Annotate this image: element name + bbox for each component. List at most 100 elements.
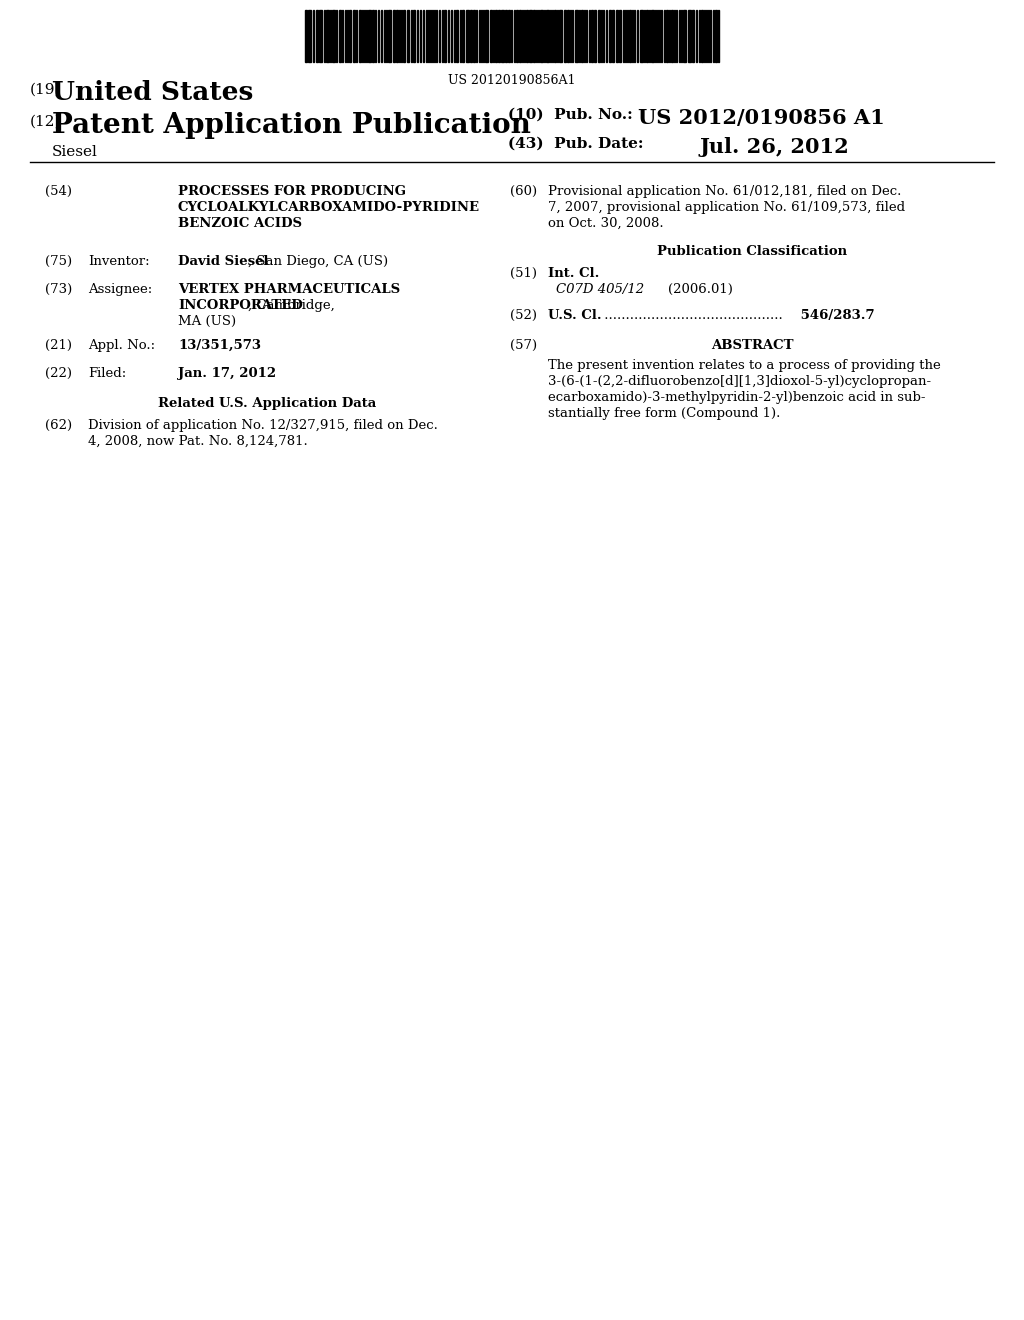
Text: ecarboxamido)-3-methylpyridin-2-yl)benzoic acid in sub-: ecarboxamido)-3-methylpyridin-2-yl)benzo… (548, 391, 926, 404)
Bar (470, 11, 472, 62)
Text: (22): (22) (45, 367, 72, 380)
Text: United States: United States (52, 81, 253, 106)
Bar (609, 11, 611, 62)
Bar (529, 11, 532, 62)
Text: US 2012/0190856 A1: US 2012/0190856 A1 (638, 108, 885, 128)
Text: , Cambridge,: , Cambridge, (248, 300, 335, 312)
Bar (612, 11, 614, 62)
Bar (526, 11, 528, 62)
Bar (444, 11, 446, 62)
Bar (559, 11, 562, 62)
Bar (688, 11, 691, 62)
Bar (534, 11, 535, 62)
Bar (651, 11, 654, 62)
Text: Provisional application No. 61/012,181, filed on Dec.: Provisional application No. 61/012,181, … (548, 185, 901, 198)
Bar (407, 11, 409, 62)
Bar (616, 11, 618, 62)
Text: Assignee:: Assignee: (88, 282, 153, 296)
Text: (43)  Pub. Date:: (43) Pub. Date: (508, 137, 643, 150)
Bar (591, 11, 593, 62)
Text: The present invention relates to a process of providing the: The present invention relates to a proce… (548, 359, 941, 372)
Text: 13/351,573: 13/351,573 (178, 339, 261, 352)
Bar (359, 11, 361, 62)
Bar (540, 11, 543, 62)
Text: (12): (12) (30, 115, 61, 129)
Bar (466, 11, 469, 62)
Bar (618, 11, 621, 62)
Text: (2006.01): (2006.01) (668, 282, 733, 296)
Text: 546/283.7: 546/283.7 (796, 309, 874, 322)
Text: Filed:: Filed: (88, 367, 126, 380)
Text: 7, 2007, provisional application No. 61/109,573, filed: 7, 2007, provisional application No. 61/… (548, 201, 905, 214)
Bar (368, 11, 371, 62)
Text: (52): (52) (510, 309, 537, 322)
Bar (692, 11, 694, 62)
Text: VERTEX PHARMACEUTICALS: VERTEX PHARMACEUTICALS (178, 282, 400, 296)
Bar (666, 11, 668, 62)
Bar (505, 11, 507, 62)
Text: ABSTRACT: ABSTRACT (711, 339, 794, 352)
Bar (498, 11, 500, 62)
Bar (495, 11, 497, 62)
Bar (353, 11, 355, 62)
Bar (683, 11, 686, 62)
Text: C07D 405/12: C07D 405/12 (556, 282, 644, 296)
Bar (519, 11, 521, 62)
Text: US 20120190856A1: US 20120190856A1 (449, 74, 575, 87)
Bar (396, 11, 398, 62)
Bar (508, 11, 510, 62)
Bar (629, 11, 631, 62)
Text: stantially free form (Compound 1).: stantially free form (Compound 1). (548, 407, 780, 420)
Text: Siesel: Siesel (52, 145, 98, 158)
Bar (456, 11, 458, 62)
Bar (581, 11, 583, 62)
Bar (501, 11, 504, 62)
Bar (349, 11, 351, 62)
Text: 3-(6-(1-(2,2-difluorobenzo[d][1,3]dioxol-5-yl)cyclopropan-: 3-(6-(1-(2,2-difluorobenzo[d][1,3]dioxol… (548, 375, 931, 388)
Bar (671, 11, 673, 62)
Bar (594, 11, 596, 62)
Text: (54): (54) (45, 185, 72, 198)
Text: , San Diego, CA (US): , San Diego, CA (US) (248, 255, 388, 268)
Bar (640, 11, 643, 62)
Bar (564, 11, 566, 62)
Text: Division of application No. 12/327,915, filed on Dec.: Division of application No. 12/327,915, … (88, 418, 438, 432)
Text: (73): (73) (45, 282, 73, 296)
Bar (701, 11, 703, 62)
Bar (485, 11, 488, 62)
Bar (413, 11, 415, 62)
Text: (51): (51) (510, 267, 537, 280)
Text: (57): (57) (510, 339, 538, 352)
Text: INCORPORATED: INCORPORATED (178, 300, 303, 312)
Text: (21): (21) (45, 339, 72, 352)
Bar (546, 11, 549, 62)
Text: Jul. 26, 2012: Jul. 26, 2012 (700, 137, 850, 157)
Text: Appl. No.:: Appl. No.: (88, 339, 155, 352)
Text: Publication Classification: Publication Classification (657, 246, 847, 257)
Text: BENZOIC ACIDS: BENZOIC ACIDS (178, 216, 302, 230)
Bar (308, 11, 311, 62)
Bar (393, 11, 395, 62)
Bar (339, 11, 341, 62)
Bar (326, 11, 329, 62)
Bar (646, 11, 648, 62)
Bar (462, 11, 464, 62)
Text: Patent Application Publication: Patent Application Publication (52, 112, 530, 139)
Text: Jan. 17, 2012: Jan. 17, 2012 (178, 367, 276, 380)
Text: (60): (60) (510, 185, 538, 198)
Bar (567, 11, 569, 62)
Text: MA (US): MA (US) (178, 315, 237, 327)
Bar (554, 11, 556, 62)
Text: (10)  Pub. No.:: (10) Pub. No.: (508, 108, 633, 121)
Text: Int. Cl.: Int. Cl. (548, 267, 599, 280)
Bar (598, 11, 600, 62)
Text: on Oct. 30, 2008.: on Oct. 30, 2008. (548, 216, 664, 230)
Text: Inventor:: Inventor: (88, 255, 150, 268)
Bar (575, 11, 578, 62)
Bar (332, 11, 335, 62)
Text: (75): (75) (45, 255, 72, 268)
Bar (388, 11, 391, 62)
Bar (490, 11, 492, 62)
Bar (372, 11, 374, 62)
Bar (516, 11, 518, 62)
